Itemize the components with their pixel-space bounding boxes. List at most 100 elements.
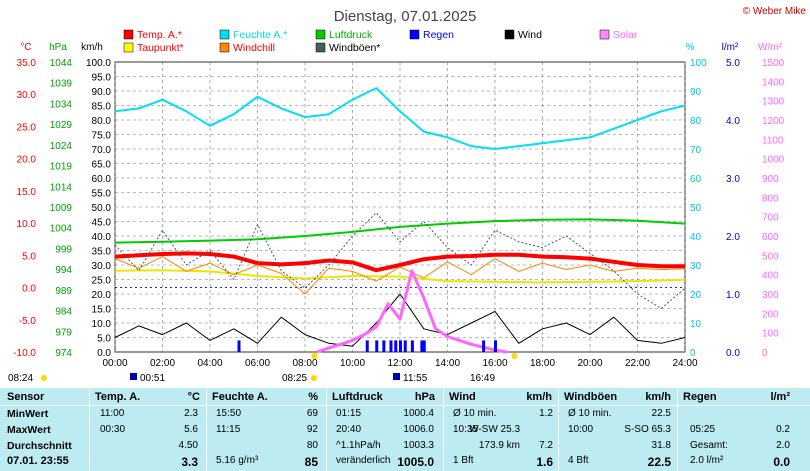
x-tick-label: 02:00	[150, 358, 175, 369]
temp-time: 00:30	[100, 424, 126, 435]
hdr-wind-unit: km/h	[526, 391, 552, 403]
temp-tick-label: 30.0	[17, 90, 37, 101]
humidity-tick-label: 70	[690, 145, 702, 156]
x-tick-label: 20:00	[577, 358, 602, 369]
wind-dir: W-SW 25.3	[469, 424, 520, 435]
row-label: MinWert	[7, 408, 49, 420]
hum-time: 15:50	[216, 408, 242, 419]
gust-time: 4 Bft	[568, 455, 589, 466]
dawn-icon	[311, 375, 317, 381]
axis-unit-label: hPa	[49, 42, 67, 53]
series-line	[114, 256, 686, 295]
axis-unit-label: l/m²	[722, 42, 739, 53]
hdr-gust: Windböen	[564, 391, 618, 403]
wind-tick-label: 25.0	[92, 276, 112, 287]
sun-label-sunrise: 08:24	[8, 373, 33, 384]
solar-tick-label: 0	[762, 348, 768, 359]
gust-value: 31.8	[651, 440, 671, 451]
pressure-tick-label: 1029	[50, 120, 73, 131]
gust-value: 22.5	[647, 455, 671, 469]
wind-tick-label: 35.0	[92, 247, 112, 258]
temp-tick-label: -5.0	[19, 316, 37, 327]
pressure-tick-label: 984	[55, 307, 72, 318]
solar-tick-label: 300	[762, 290, 779, 301]
solar-tick-label: 200	[762, 309, 779, 320]
wind-tick-label: 95.0	[92, 73, 112, 84]
solar-tick-label: 1000	[762, 155, 785, 166]
rain-tick-label: 4.0	[726, 116, 740, 127]
wind-tick-label: 80.0	[92, 116, 112, 127]
press-value: 1003.3	[403, 440, 434, 451]
pressure-tick-label: 1039	[50, 79, 73, 90]
x-tick-label: 16:00	[482, 358, 507, 369]
legend-label: Taupunkt*	[137, 42, 184, 54]
col-separator	[206, 388, 207, 471]
solar-tick-label: 1200	[762, 116, 785, 127]
temp-tick-label: 20.0	[17, 155, 37, 166]
legend-swatch	[504, 29, 515, 40]
sun-label-sunset: 16:49	[470, 373, 495, 384]
row-label: MaxWert	[7, 424, 51, 436]
x-tick-label: 04:00	[197, 358, 222, 369]
wind-tick-label: 55.0	[92, 189, 112, 200]
rain-bar	[394, 340, 398, 352]
wind-time: 1 Bft	[453, 455, 474, 466]
chart-title: Dienstag, 07.01.2025	[334, 8, 477, 25]
rain-value: 0.2	[776, 424, 790, 435]
humidity-tick-label: 60	[690, 174, 702, 185]
hdr-temp-unit: °C	[187, 391, 200, 403]
humidity-tick-label: 10	[690, 319, 702, 330]
col-separator	[558, 388, 559, 471]
legend-label: Solar	[613, 29, 638, 41]
legend-swatch	[219, 42, 230, 53]
rain-time: Gesamt:	[690, 440, 728, 451]
rain-bar	[420, 340, 424, 352]
row-label: 07.01. 23:55	[7, 455, 69, 467]
temp-value: 2.3	[184, 408, 198, 419]
gust-time: 10:00	[568, 424, 594, 435]
rain-bar	[382, 340, 386, 352]
pressure-tick-label: 999	[55, 244, 72, 255]
humidity-tick-label: 40	[690, 232, 702, 243]
legend-label: Regen	[423, 29, 454, 41]
temp-tick-label: 15.0	[17, 187, 37, 198]
weather-chart: Dienstag, 07.01.2025 © Weber Mike Temp. …	[8, 6, 806, 384]
x-tick-label: 08:00	[292, 358, 317, 369]
noon-icon	[393, 373, 400, 380]
x-tick-label: 24:00	[672, 358, 697, 369]
press-time: ^1.1hPa/h	[336, 440, 381, 451]
solar-tick-label: 500	[762, 251, 779, 262]
axis-unit-label: °C	[20, 42, 31, 53]
wind-value: 7.2	[539, 440, 553, 451]
hdr-rain-unit: l/m²	[770, 391, 790, 403]
x-tick-label: 12:00	[387, 358, 412, 369]
humidity-tick-label: 80	[690, 116, 702, 127]
humidity-tick-label: 20	[690, 290, 702, 301]
wind-tick-label: 10.0	[92, 319, 112, 330]
pressure-tick-label: 989	[55, 286, 72, 297]
temp-tick-label: 25.0	[17, 122, 37, 133]
hdr-temp: Temp. A.	[95, 391, 141, 403]
solar-tick-label: 1400	[762, 77, 785, 88]
legend-swatch	[123, 29, 134, 40]
x-tick-label: 10:00	[340, 358, 365, 369]
legend-label: Wind	[518, 29, 542, 41]
col-separator	[443, 388, 444, 471]
temp-time: 11:00	[100, 408, 125, 419]
hdr-wind: Wind	[449, 391, 476, 403]
dawn-label: 08:25	[282, 373, 307, 384]
sunrise-marker	[311, 353, 318, 359]
rain-time: 05:25	[690, 424, 716, 435]
press-value: 1005.0	[397, 455, 434, 469]
pressure-tick-label: 979	[55, 327, 72, 338]
rain-tick-label: 1.0	[726, 290, 740, 301]
press-value: 1000.4	[403, 408, 434, 419]
rain-value: 2.0	[776, 440, 790, 451]
noon-label: 11:55	[403, 373, 428, 384]
rain-bar	[410, 340, 414, 352]
legend-label: Windchill	[233, 42, 275, 54]
rain-tick-label: 3.0	[726, 174, 740, 185]
wind-tick-label: 15.0	[92, 305, 112, 316]
rain-bar	[375, 340, 379, 352]
legend-label: Luftdruck	[329, 29, 373, 41]
